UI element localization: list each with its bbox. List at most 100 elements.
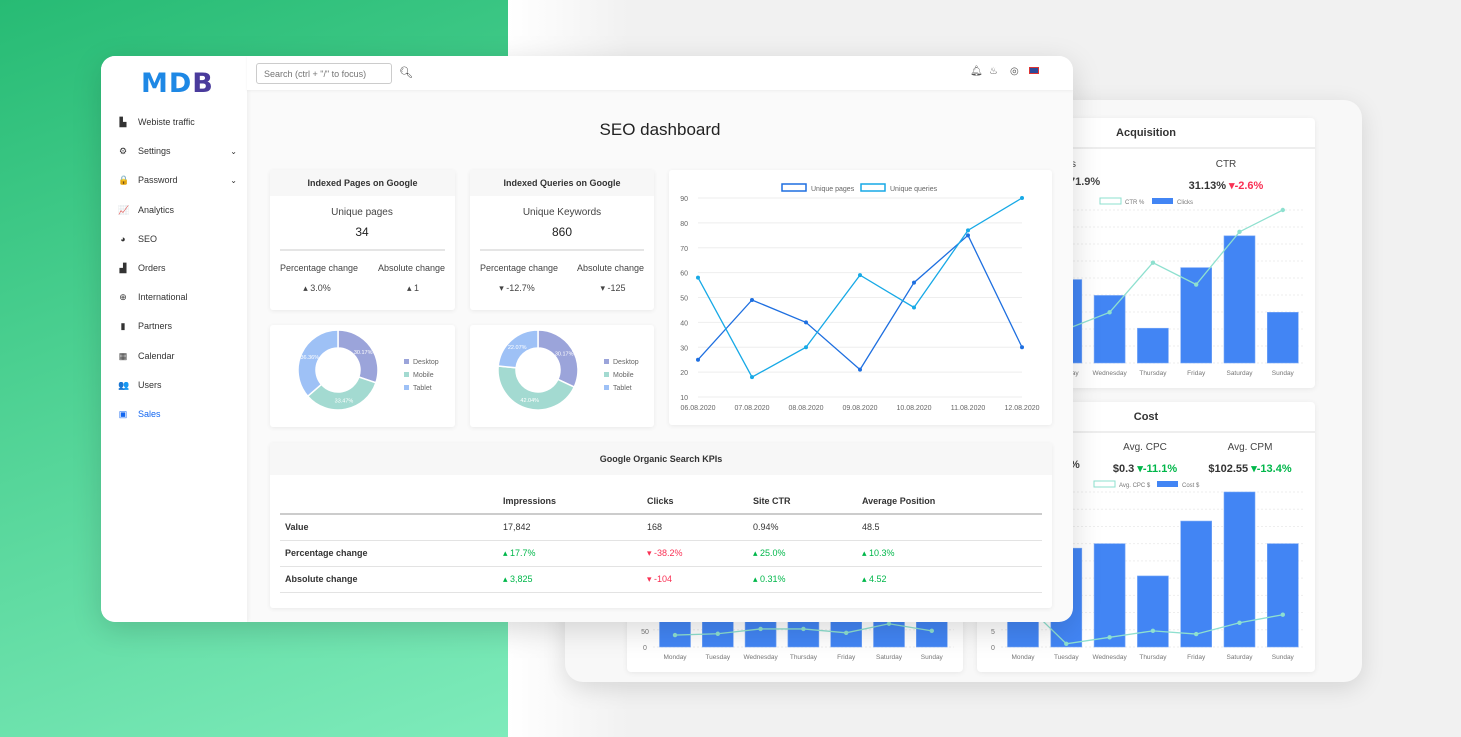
abs-change-label: Absolute change	[377, 263, 445, 273]
data-point	[750, 375, 754, 380]
table-cell: 48.5	[857, 514, 1042, 541]
y-tick-label: 30	[680, 345, 688, 352]
slice-label: 30.17%	[555, 351, 574, 357]
row-label: Value	[280, 514, 498, 541]
search-icon[interactable]: 🔍︎	[399, 67, 413, 79]
x-tick-label: 07.08.2020	[734, 405, 769, 412]
indexed-queries-card: Indexed Queries on Google Unique Keyword…	[470, 170, 654, 310]
metric-label: Unique pages	[331, 207, 393, 218]
y-tick-label: 10	[680, 395, 688, 402]
bar	[1093, 543, 1126, 648]
caret-up-icon: ▴	[862, 547, 870, 558]
legend-label: Clicks	[1177, 200, 1193, 206]
sidebar-item-label: SEO	[138, 233, 158, 244]
chart-svg: 30.17% Desktop 42.04% Mobile 22.07% Tablet	[497, 329, 639, 411]
sidebar-item-partners[interactable]: ▮ Partners	[101, 315, 247, 337]
x-tick-label: 08.08.2020	[788, 405, 823, 412]
table-row: Absolute change ▴ 3,825 ▾ -104 ▴ 0.31% ▴ 4.5…	[280, 566, 1042, 593]
data-point	[858, 273, 862, 278]
slice-label: 36.36%	[300, 355, 319, 361]
card-title: Indexed Pages on Google	[270, 170, 455, 196]
bell-icon[interactable]: 🔔︎	[970, 66, 983, 77]
search-input[interactable]	[256, 63, 392, 84]
donut-slice-desktop	[337, 329, 379, 384]
legend-label: Cost $	[1182, 483, 1200, 489]
data-point	[801, 626, 806, 632]
table-cell: ▴ 25.0%	[748, 540, 857, 567]
metric-label: Unique Keywords	[522, 207, 602, 218]
donut-slice-tablet	[497, 329, 539, 369]
table-cell: ▴ 17.7%	[498, 540, 642, 567]
y-tick-label: 0	[991, 645, 995, 652]
legend-label: Mobile	[613, 372, 634, 379]
sidebar-item-label: Password	[138, 175, 178, 186]
avg-cpm-change: -13.4%	[1256, 463, 1292, 475]
x-tick-label: Thursday	[790, 654, 818, 661]
sidebar-item-settings[interactable]: ⚙ Settings ⌄	[101, 140, 247, 162]
data-point	[1280, 612, 1285, 617]
data-point	[966, 233, 970, 238]
github-icon[interactable]: ◎	[1010, 66, 1019, 77]
data-point	[750, 297, 754, 302]
legend-label: Tablet	[613, 385, 632, 392]
metric-value: 34	[355, 225, 369, 239]
x-tick-label: 10.08.2020	[896, 405, 931, 412]
legend-label: Desktop	[413, 359, 439, 366]
table-cell: ▴ 0.31%	[748, 566, 857, 593]
legend-swatch	[604, 372, 609, 377]
data-point	[1237, 620, 1242, 625]
sidebar-item-webiste-traffic[interactable]: ▙ Webiste traffic	[101, 111, 247, 133]
sidebar-item-analytics[interactable]: 📈 Analytics	[101, 199, 247, 221]
bar	[1137, 327, 1169, 364]
table-row: Percentage change ▴ 17.7% ▾ -38.2% ▴ 25.0% ▴…	[280, 540, 1042, 567]
sidebar-item-calendar[interactable]: ▦ Calendar	[101, 345, 247, 367]
page-title: SEO dashboard	[599, 120, 721, 139]
legend-swatch	[1152, 198, 1173, 204]
legend-swatch	[404, 372, 409, 377]
sidebar-item-orders[interactable]: ▟ Orders	[101, 257, 247, 279]
legend-swatch	[1093, 480, 1116, 488]
table-cell: 168	[642, 514, 748, 541]
cost-partial-value: %	[1070, 459, 1080, 471]
metric-value: 860	[551, 225, 573, 239]
legend-label: Tablet	[413, 385, 432, 392]
legend-swatch	[404, 385, 409, 390]
chevron-down-icon: ⌄	[230, 175, 237, 185]
ctr-label: CTR	[1215, 159, 1237, 170]
y-tick-label: 80	[680, 221, 688, 228]
paint-bucket-icon[interactable]: ♨	[989, 66, 998, 77]
slice-label: 42.04%	[520, 398, 539, 404]
table-cell: 0.94%	[748, 514, 857, 541]
sidebar-item-users[interactable]: 👥 Users	[101, 374, 247, 396]
mdb-logo[interactable]: MDB	[141, 68, 214, 99]
donut-slice-mobile	[497, 365, 576, 411]
table-row: Value 17,842 168 0.94% 48.5	[280, 514, 1042, 541]
queries-device-donut-card: 30.17% Desktop 42.04% Mobile 22.07% Tablet	[470, 325, 654, 427]
chart-area-icon: ▙	[119, 117, 127, 127]
legend-swatch	[860, 183, 886, 192]
abs-change-label: Absolute change	[576, 263, 644, 273]
legend-label: Unique queries	[890, 186, 938, 193]
cogs-icon: ⚙	[118, 146, 128, 157]
data-point	[929, 628, 934, 634]
sidebar-item-international[interactable]: ⊕ International	[101, 286, 247, 308]
chart-bar-icon: ▟	[119, 263, 127, 273]
x-tick-label: Saturday	[1226, 370, 1253, 377]
legend-swatch	[1157, 481, 1178, 487]
y-tick-label: 0	[643, 645, 647, 652]
table-cell: ▴ 10.3%	[857, 540, 1042, 567]
sidebar-item-sales[interactable]: ▣ Sales	[101, 403, 247, 425]
slice-label: 33.47%	[335, 398, 354, 404]
sidebar-item-label: Users	[138, 379, 162, 390]
sidebar-item-seo[interactable]: ◕ SEO	[101, 228, 247, 250]
sidebar-item-label: International	[138, 292, 188, 303]
bar	[1223, 235, 1256, 364]
chevron-down-icon: ⌄	[230, 146, 237, 156]
x-tick-label: Sunday	[1272, 654, 1295, 661]
sidebar: MDB ▙ Webiste traffic ⚙ Settings ⌄ 🔒 Password ⌄…	[101, 56, 247, 622]
y-tick-label: 60	[680, 271, 688, 278]
uk-flag-icon[interactable]	[1029, 67, 1039, 74]
data-point	[804, 320, 808, 325]
x-tick-label: Monday	[663, 654, 687, 661]
sidebar-item-password[interactable]: 🔒 Password ⌄	[101, 169, 247, 191]
